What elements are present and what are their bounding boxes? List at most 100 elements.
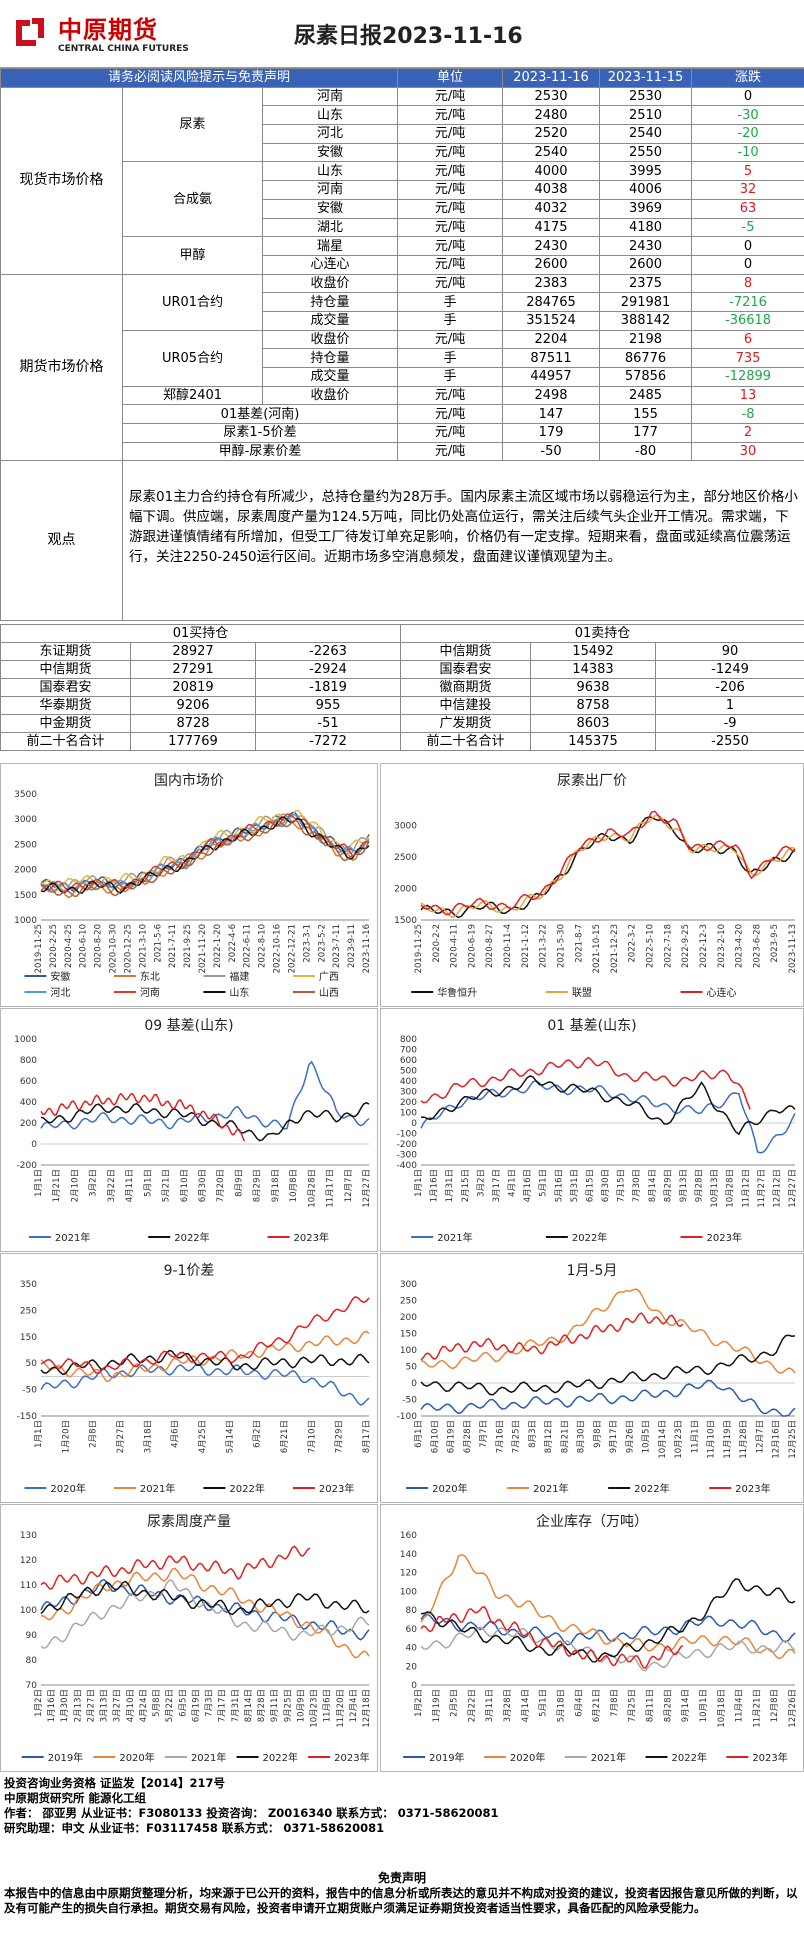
y-tick-label: -150 [17, 1412, 38, 1422]
logo-mark-icon [10, 12, 50, 52]
x-tick-label: 2022-8-10 [258, 924, 268, 968]
x-tick-label: 7月30日 [632, 1169, 642, 1202]
x-tick-label: 9月13日 [679, 1169, 689, 1202]
y-tick-label: 100 [400, 1346, 417, 1356]
broker-name: 华泰期货 [0, 696, 131, 715]
item-name: 安徽 [261, 142, 399, 163]
legend-label: 2021年 [140, 1482, 175, 1495]
series-line [40, 816, 370, 895]
y-tick-label: 1000 [14, 916, 37, 926]
x-tick-label: 2月27日 [86, 1689, 96, 1722]
x-tick-label: 1月16日 [430, 1169, 440, 1202]
x-tick-label: 5月1日 [539, 1689, 549, 1717]
change-cell: 2 [691, 423, 804, 443]
value-cell: 2485 [599, 385, 693, 406]
y-tick-label: 160 [400, 1531, 417, 1541]
position-value: 20819 [130, 678, 256, 697]
value-cell: 291981 [599, 292, 693, 312]
price-table: 请务必阅读风险提示与免责声明 单位 2023-11-16 2023-11-15 涨跌 现货… [0, 68, 804, 622]
y-tick-label: 120 [20, 1556, 37, 1566]
value-cell: 2498 [502, 385, 601, 406]
view-label: 观点 [0, 460, 123, 622]
y-tick-label: 100 [20, 1606, 37, 1616]
legend-label: 2022年 [672, 1751, 707, 1764]
y-tick-label: 150 [20, 1333, 37, 1343]
x-tick-label: 2019-11-25 [34, 924, 44, 973]
table-row: 心连心 元/吨 2600 2600 0 [1, 254, 804, 275]
broker-name: 中信期货 [400, 642, 532, 661]
y-tick-label: 100 [400, 1109, 417, 1119]
x-tick-label: 7月29日 [335, 1420, 345, 1453]
legend-label: 山西 [319, 987, 339, 999]
legend-label: 2021年 [191, 1751, 226, 1764]
unit-cell: 元/吨 [397, 236, 504, 256]
position-value: 15492 [530, 642, 657, 661]
value-cell: 179 [502, 423, 601, 443]
x-tick-label: 4月6日 [171, 1420, 181, 1448]
x-tick-label: 4月1日 [508, 1169, 518, 1197]
position-value: 27291 [130, 660, 256, 679]
x-tick-label: 1月31日 [445, 1169, 455, 1202]
y-tick-label: 250 [400, 1297, 417, 1307]
chart-title: 01 基差(山东) [547, 1018, 637, 1034]
x-tick-label: 4月14日 [521, 1689, 531, 1722]
date-header: 2023-11-16 [502, 68, 601, 88]
x-tick-label: 11月1日 [690, 1420, 700, 1453]
y-tick-label: 1500 [394, 916, 417, 926]
table-header-row: 请务必阅读风险提示与免责声明 单位 2023-11-16 2023-11-15 涨跌 [0, 68, 804, 88]
y-tick-label: 2500 [394, 853, 417, 863]
series-line [40, 1578, 370, 1641]
page-title: 尿素日报2023-11-16 [294, 24, 523, 49]
position-value: 9206 [130, 696, 256, 715]
y-tick-label: 100 [400, 1587, 417, 1597]
unit-cell: 元/吨 [397, 124, 504, 144]
legend-label: 福建 [229, 970, 249, 983]
x-tick-label: 6月21日 [280, 1420, 290, 1453]
x-tick-label: 2020-4-25 [64, 924, 74, 968]
x-tick-label: 8月14日 [244, 1689, 254, 1722]
change-cell: -5 [691, 217, 804, 238]
table-row: UR05合约 收盘价 元/吨 2204 2198 6 [1, 329, 804, 387]
position-change: -2550 [655, 732, 804, 751]
change-cell: 0 [691, 236, 804, 256]
change-cell: 0 [691, 254, 804, 275]
legend-label: 2021年 [437, 1231, 472, 1244]
x-tick-label: 10月18日 [717, 1689, 727, 1728]
x-tick-label: 2021-9-25 [183, 924, 193, 968]
legend-label: 2022年 [634, 1482, 669, 1495]
x-tick-label: 2月10日 [70, 1169, 80, 1202]
chart-5: 9-1价差 -150 -50 50 150 250 350 1月1日 1月20日 2月8日 2月27… [0, 1253, 378, 1503]
x-tick-label: 6月1日 [414, 1420, 424, 1448]
x-tick-label: 5月1日 [143, 1169, 153, 1197]
series-line [420, 1554, 796, 1660]
x-tick-label: 3月11日 [485, 1689, 495, 1722]
x-tick-label: 6月19日 [447, 1420, 457, 1453]
x-tick-label: 2月5日 [450, 1689, 460, 1717]
series-line [420, 1075, 796, 1136]
y-tick-label: 60 [406, 1625, 418, 1635]
x-tick-label: 9月17日 [609, 1420, 619, 1453]
x-tick-label: 2020-8-27 [485, 924, 495, 968]
x-tick-label: 2020-10-30 [109, 924, 119, 973]
y-tick-label: 700 [400, 1046, 417, 1056]
y-tick-label: 40 [406, 1644, 418, 1654]
x-tick-label: 1月1日 [414, 1169, 424, 1197]
x-tick-label: 3月22日 [107, 1169, 117, 1202]
table-row: 成交量手 351524 388142 -36618 [1, 310, 804, 331]
unit-cell: 元/吨 [397, 404, 504, 425]
legend-label: 2022年 [229, 1482, 264, 1495]
series-line [420, 1056, 751, 1110]
x-tick-label: 12月7日 [344, 1169, 354, 1202]
value-cell: 44957 [502, 367, 601, 387]
x-tick-label: 4月25日 [198, 1420, 208, 1453]
x-tick-label: 12月27日 [788, 1169, 798, 1208]
change-cell: 63 [691, 198, 804, 219]
unit-cell: 元/吨 [397, 142, 504, 163]
x-tick-label: 11月6日 [323, 1689, 333, 1722]
value-cell: 351524 [502, 310, 601, 331]
chart-svg: -100 -50 0 50 100 150 200 250 300 6月1日 6月10日 6月19日 6… [397, 1280, 798, 1495]
value-cell: 2540 [502, 142, 601, 163]
chart-svg: -200 0 200 400 600 800 1000 1月1日 1月21日 2月10日 3月2日 3… [14, 1035, 372, 1244]
x-tick-label: 2月13日 [73, 1689, 83, 1722]
x-tick-label: 7月15日 [617, 1169, 627, 1202]
